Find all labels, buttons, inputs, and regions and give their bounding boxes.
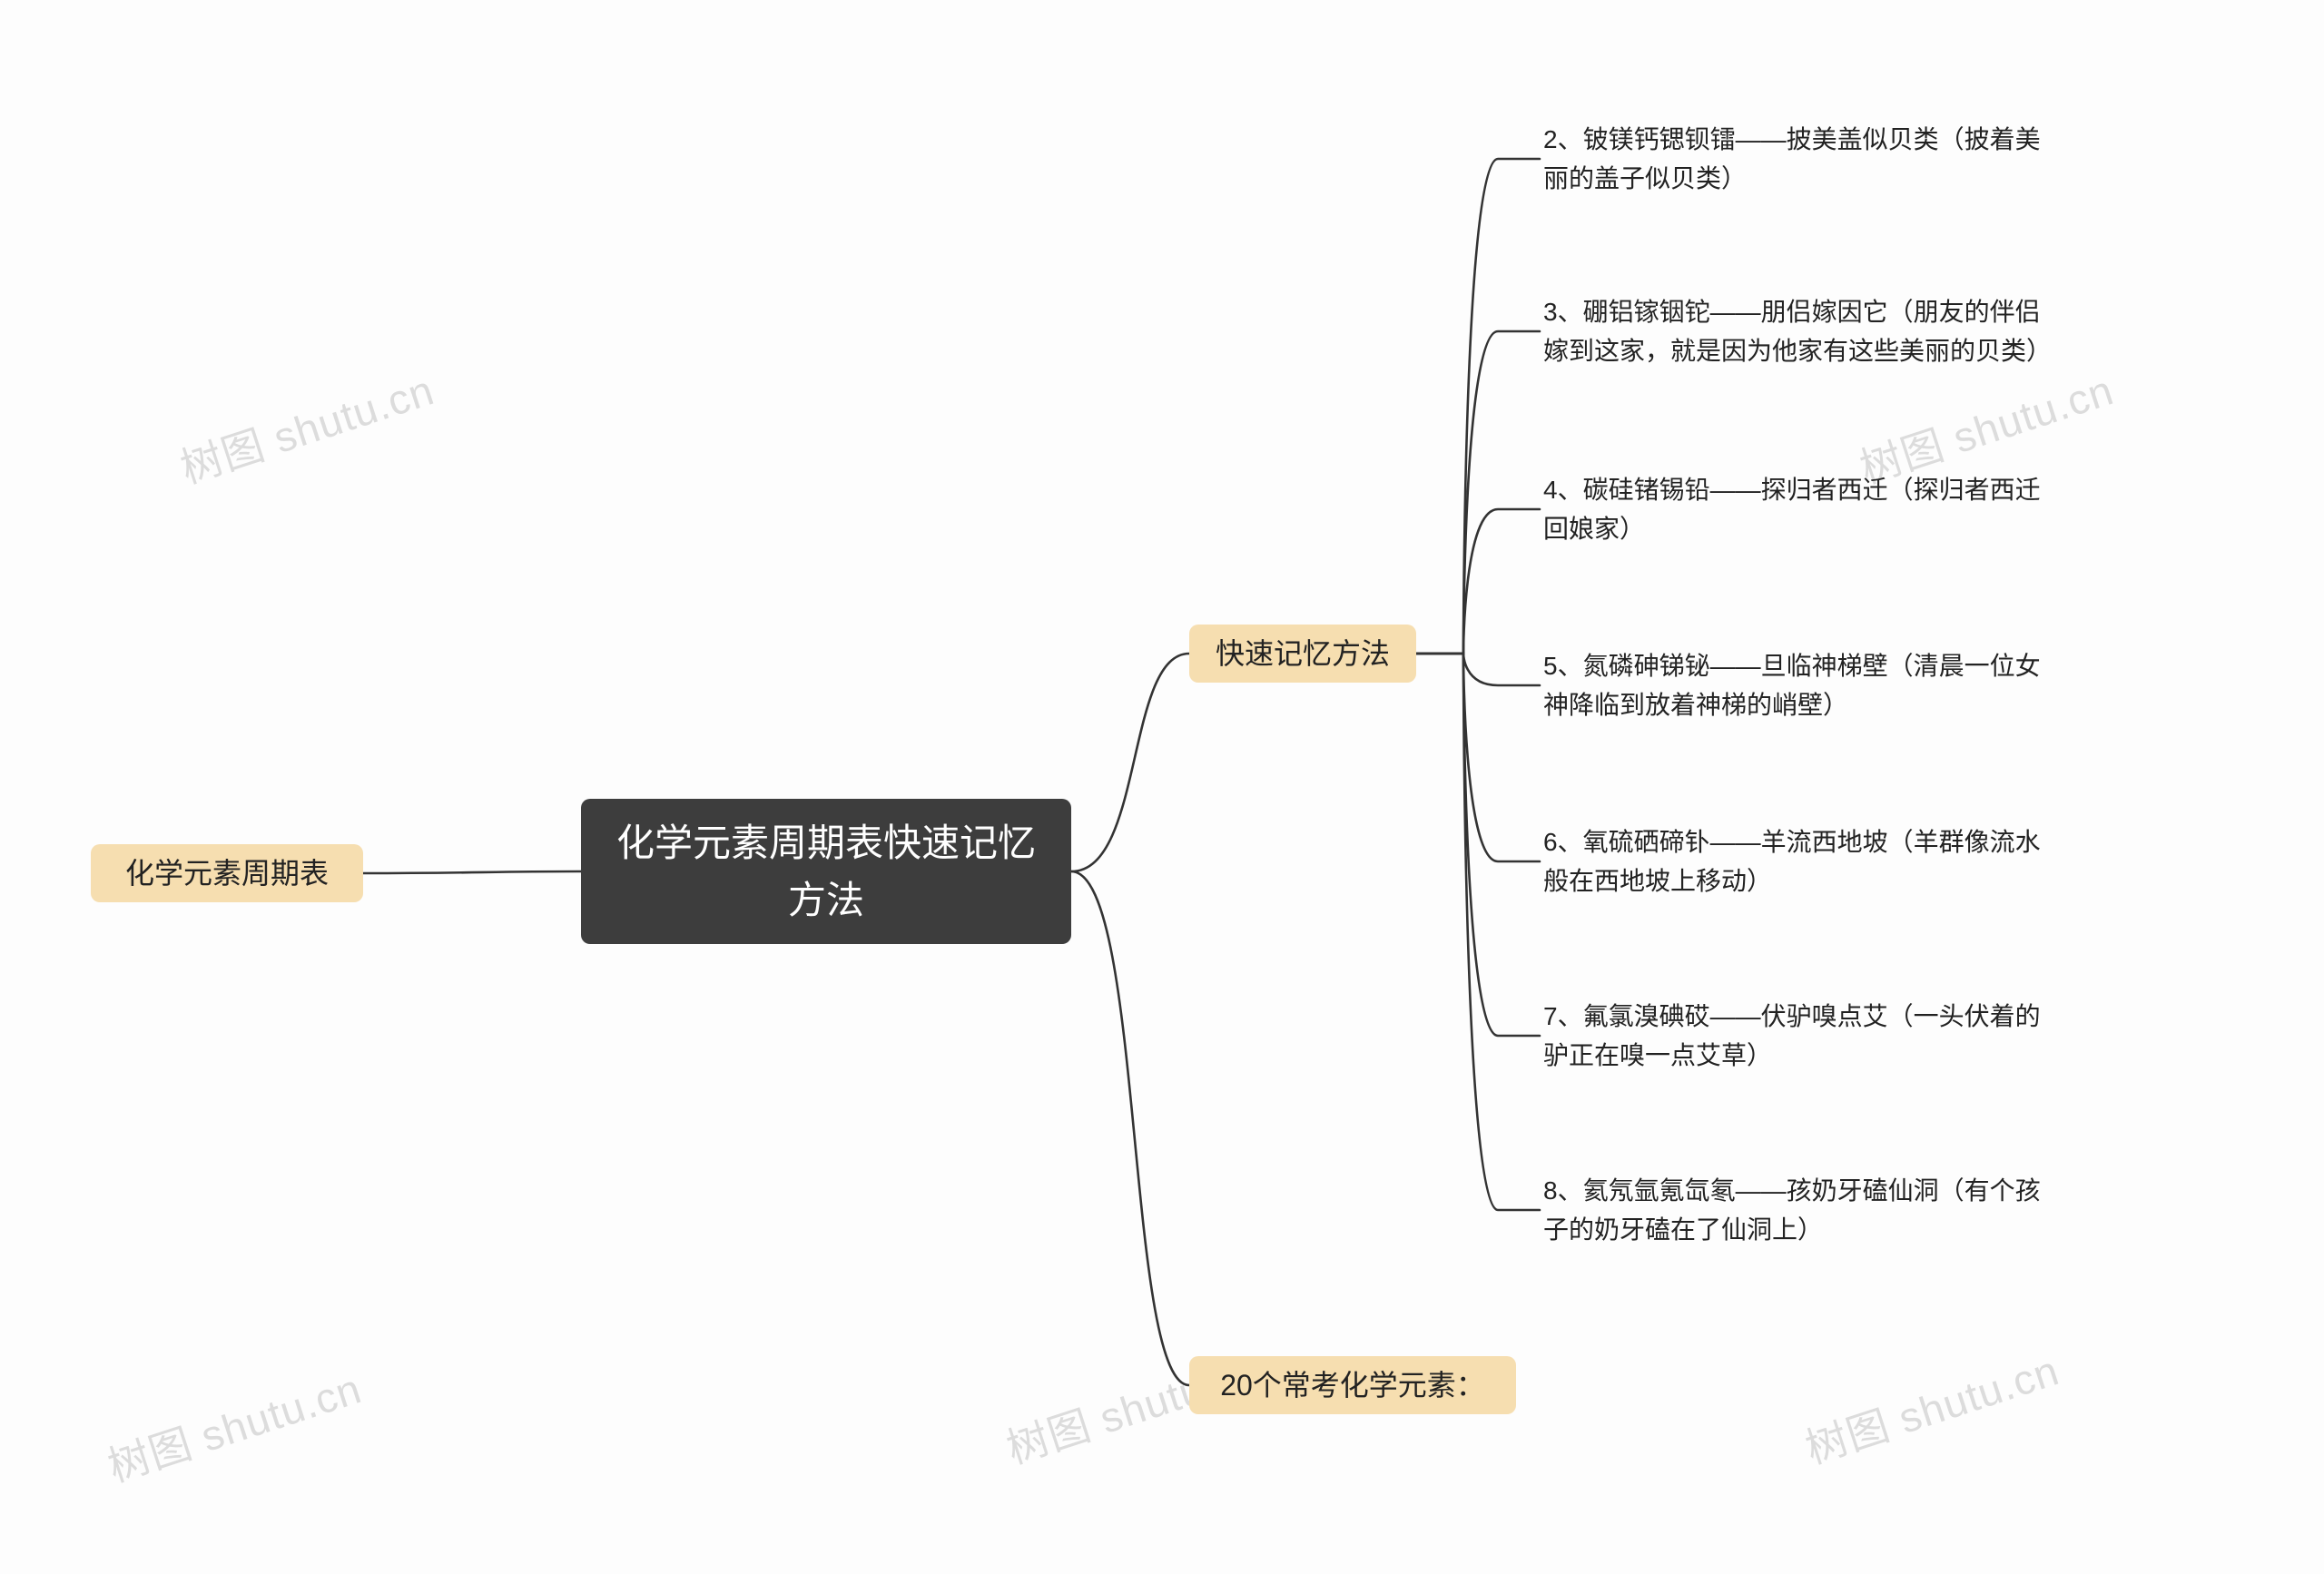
leaf-4[interactable]: 4、碳硅锗锡铅——探归者西迁（探归者西迁回娘家） (1543, 468, 2197, 550)
leaf-3-label: 3、硼铝镓铟铊——朋侣嫁因它（朋友的伴侣嫁到这家，就是因为他家有这些美丽的贝类） (1543, 292, 2052, 371)
branch-20-label: 20个常考化学元素： (1220, 1363, 1485, 1407)
leaf-7-label: 7、氟氯溴碘砹——伏驴嗅点艾（一头伏着的驴正在嗅一点艾草） (1543, 997, 2041, 1076)
branch-memory[interactable]: 快速记忆方法 (1189, 625, 1416, 683)
link-path (1416, 654, 1540, 1036)
leaf-6[interactable]: 6、氧硫硒碲钋——羊流西地坡（羊群像流水般在西地坡上移动） (1543, 821, 2197, 902)
link-path (1071, 654, 1189, 871)
watermark: 树图 shutu.cn (172, 358, 441, 496)
link-path (1416, 159, 1540, 654)
left-branch-text: 化学元素周期表 (125, 851, 329, 895)
leaf-2[interactable]: 2、铍镁钙锶钡镭——披美盖似贝类（披着美丽的盖子似贝类） (1543, 118, 2197, 200)
leaf-8-label: 8、氦氖氩氪氙氡——孩奶牙磕仙洞（有个孩子的奶牙磕在了仙洞上） (1543, 1171, 2041, 1250)
link-path (1416, 654, 1540, 1210)
link-path (1416, 654, 1540, 685)
link-path (1416, 331, 1540, 654)
link-path (1071, 871, 1189, 1385)
mindmap-links (0, 0, 2324, 1574)
leaf-2-label: 2、铍镁钙锶钡镭——披美盖似贝类（披着美丽的盖子似贝类） (1543, 120, 2041, 199)
root-text: 化学元素周期表快速记忆方法 (616, 814, 1036, 929)
watermark: 树图 shutu.cn (1797, 1338, 2066, 1476)
link-path (1416, 654, 1540, 861)
branch-20[interactable]: 20个常考化学元素： (1189, 1356, 1516, 1414)
left-branch-node[interactable]: 化学元素周期表 (91, 844, 363, 902)
watermark: 树图 shutu.cn (100, 1356, 369, 1494)
branch-memory-label: 快速记忆方法 (1216, 632, 1390, 675)
leaf-8[interactable]: 8、氦氖氩氪氙氡——孩奶牙磕仙洞（有个孩子的奶牙磕在了仙洞上） (1543, 1169, 2215, 1251)
leaf-5-label: 5、氮磷砷锑铋——旦临神梯壁（清晨一位女神降临到放着神梯的峭壁） (1543, 646, 2041, 725)
leaf-6-label: 6、氧硫硒碲钋——羊流西地坡（羊群像流水般在西地坡上移动） (1543, 822, 2041, 901)
root-node[interactable]: 化学元素周期表快速记忆方法 (581, 799, 1071, 944)
leaf-5[interactable]: 5、氮磷砷锑铋——旦临神梯壁（清晨一位女神降临到放着神梯的峭壁） (1543, 644, 2197, 726)
link-path (363, 871, 581, 873)
leaf-3[interactable]: 3、硼铝镓铟铊——朋侣嫁因它（朋友的伴侣嫁到这家，就是因为他家有这些美丽的贝类） (1543, 290, 2215, 372)
leaf-4-label: 4、碳硅锗锡铅——探归者西迁（探归者西迁回娘家） (1543, 470, 2041, 549)
leaf-7[interactable]: 7、氟氯溴碘砹——伏驴嗅点艾（一头伏着的驴正在嗅一点艾草） (1543, 995, 2197, 1077)
link-path (1416, 509, 1540, 654)
